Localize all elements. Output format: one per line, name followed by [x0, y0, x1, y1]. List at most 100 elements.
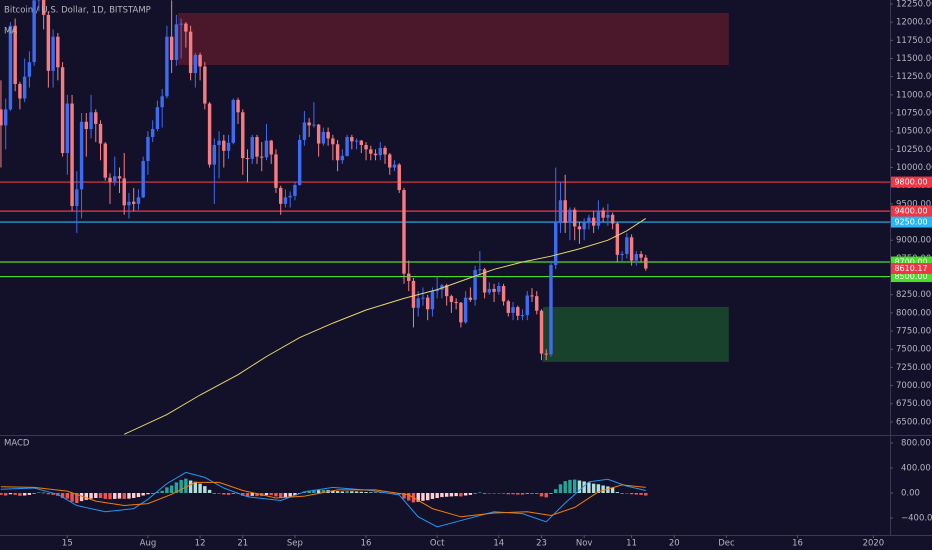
- candle-body: [321, 131, 326, 144]
- candle-body: [549, 264, 553, 355]
- y-tick-label: 6500.00: [896, 417, 931, 427]
- candle-body: [283, 197, 288, 204]
- y-tick-label: 10500.00: [896, 127, 932, 137]
- macd-bar: [520, 493, 525, 495]
- candle-body: [454, 301, 458, 303]
- macd-bar: [79, 493, 84, 502]
- last-price-label: 8610.17: [894, 264, 927, 273]
- candle-body: [544, 353, 548, 355]
- macd-bar: [359, 491, 364, 493]
- candle-body: [179, 23, 183, 25]
- y-tick-label: 11000.00: [896, 90, 932, 100]
- macd-bar: [444, 493, 449, 497]
- candle-body: [383, 147, 387, 155]
- candle-body: [535, 296, 539, 311]
- macd-bar: [179, 479, 183, 493]
- y-tick-label: 7500.00: [896, 345, 931, 355]
- candle-body: [459, 302, 463, 323]
- macd-bar: [577, 480, 582, 493]
- candle-body: [373, 153, 378, 156]
- candle-body: [525, 295, 529, 316]
- macd-bar: [307, 490, 311, 493]
- y-tick-label: 11500.00: [896, 54, 932, 64]
- macd-bar: [563, 481, 567, 493]
- macd-bar: [335, 491, 340, 493]
- macd-bar: [440, 493, 444, 498]
- candle-body: [449, 296, 454, 302]
- candle-body: [264, 140, 269, 158]
- x-tick-label: 16: [792, 539, 803, 549]
- x-tick-label: 11: [626, 539, 637, 549]
- x-tick-label: Nov: [576, 539, 593, 549]
- candle-body: [169, 36, 174, 60]
- candle-body: [241, 112, 245, 159]
- candle-body: [364, 145, 368, 150]
- candle-body: [174, 24, 179, 60]
- level-tag: [891, 271, 932, 283]
- macd-bar: [150, 493, 155, 494]
- macd-bar: [591, 483, 596, 493]
- macd-bar: [222, 493, 226, 495]
- macd-bar: [620, 493, 624, 494]
- macd-bar: [98, 493, 103, 498]
- macd-bar: [46, 493, 51, 495]
- candle-body: [293, 184, 297, 196]
- candle-body: [127, 201, 131, 206]
- macd-pane: [0, 471, 648, 528]
- macd-bar: [32, 493, 36, 494]
- candle-body: [644, 257, 648, 269]
- level-tag: [891, 256, 932, 268]
- zone: [177, 13, 729, 65]
- level-tag-label: 9800.00: [894, 178, 927, 187]
- y-tick-label: 7250.00: [896, 363, 931, 373]
- macd-bar: [492, 493, 496, 494]
- candle-body: [46, 14, 51, 71]
- macd-bar: [51, 493, 55, 495]
- macd-bar: [27, 493, 32, 495]
- macd-bar: [530, 493, 534, 494]
- y-tick-label: 10000.00: [896, 163, 932, 173]
- candle-body: [65, 103, 70, 153]
- candle-body: [539, 310, 544, 354]
- candle-body: [435, 289, 439, 292]
- x-tick-label: 16: [361, 539, 372, 549]
- level-tag-label: 8700.00: [894, 258, 927, 267]
- macd-bar: [198, 483, 202, 493]
- macd-bar: [568, 479, 572, 493]
- candle-body: [89, 112, 93, 130]
- macd-bar: [174, 482, 179, 493]
- macd-bar: [610, 487, 615, 493]
- macd-bar: [160, 490, 164, 493]
- candle-body: [269, 140, 273, 155]
- candle-body: [136, 197, 141, 204]
- macd-bar: [501, 493, 506, 494]
- macd-bar: [601, 485, 605, 493]
- macd-bar: [113, 493, 117, 499]
- candle-body: [160, 96, 164, 108]
- macd-bar: [582, 481, 586, 493]
- macd-bar: [615, 492, 620, 493]
- candle-body: [582, 222, 586, 230]
- candle-body: [369, 149, 373, 154]
- candle-body: [591, 217, 596, 226]
- x-tick-label: Sep: [287, 539, 303, 549]
- macd-bar: [75, 493, 79, 503]
- candle-body: [212, 145, 217, 165]
- y-tick-label: 11250.00: [896, 72, 932, 82]
- macd-bar: [37, 492, 41, 493]
- macd-bar: [60, 493, 65, 498]
- macd-bar: [435, 493, 439, 498]
- candle-body: [554, 221, 558, 265]
- macd-bar: [378, 492, 382, 493]
- y-tick-label: 9000.00: [896, 236, 931, 246]
- candle-body: [8, 25, 13, 110]
- zone: [542, 306, 729, 362]
- macd-bar: [264, 493, 269, 496]
- candle-body: [94, 112, 98, 124]
- macd-bar: [188, 480, 193, 493]
- x-tick-label: Aug: [140, 539, 157, 549]
- y-tick-label: 10750.00: [896, 109, 932, 119]
- candle-body: [236, 99, 240, 113]
- macd-bar: [539, 493, 544, 497]
- macd-bar: [0, 493, 3, 495]
